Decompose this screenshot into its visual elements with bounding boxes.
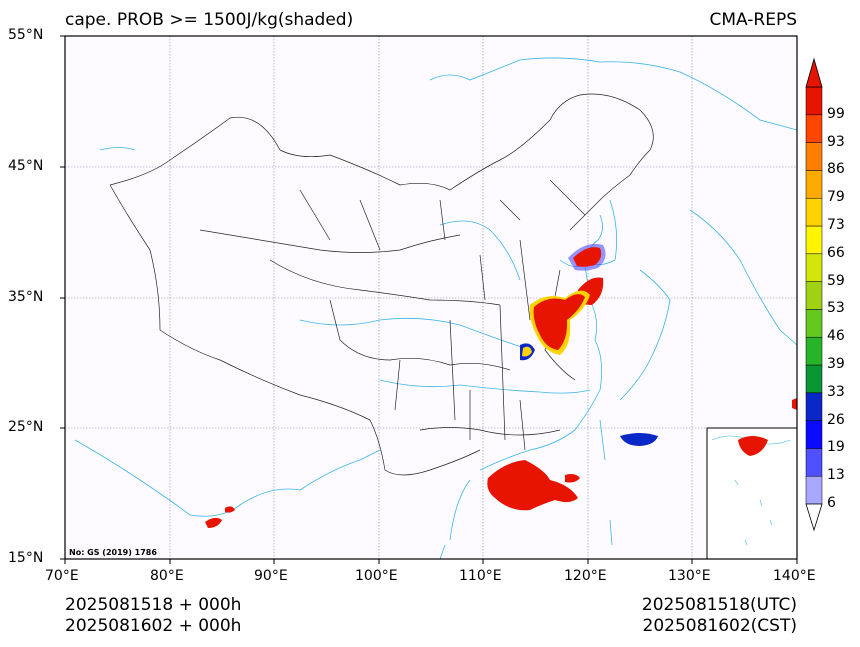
lon-tick-90: 90°E (254, 568, 288, 584)
utc-time-line: 2025081518(UTC) (641, 595, 797, 615)
footer-right: 2025081518(UTC) 2025081602(CST) (642, 595, 797, 637)
colorbar (805, 57, 823, 532)
colorbar-segment (805, 336, 823, 366)
colorbar-segment (805, 253, 823, 282)
colorbar-segment (805, 170, 823, 199)
coastlines (74, 57, 798, 560)
colorbar-label: 13 (827, 467, 845, 484)
colorbar-label: 39 (827, 356, 845, 372)
lon-tick-70: 70°E (45, 568, 79, 584)
lon-tick-80: 80°E (150, 568, 184, 584)
lon-tick-140: 140°E (773, 568, 816, 584)
colorbar-segment (805, 86, 823, 116)
prob-shading (205, 243, 797, 528)
colorbar-segment (805, 475, 823, 505)
colorbar-segment (805, 420, 823, 449)
colorbar-label: 99 (827, 105, 845, 122)
colorbar-segment (805, 364, 823, 394)
init-time-line: 2025081518 + 000h (65, 595, 242, 615)
colorbar-label: 79 (827, 189, 845, 206)
lon-tick-130: 130°E (668, 568, 711, 584)
valid-time-line: 2025081602 + 000h (65, 616, 242, 636)
colorbar-segment (805, 281, 823, 310)
colorbar-segment (805, 114, 823, 143)
model-name: CMA-REPS (709, 10, 797, 30)
lon-tick-120: 120°E (564, 568, 607, 584)
colorbar-label: 19 (827, 439, 845, 456)
lat-tick-35: 35°N (8, 289, 44, 305)
cst-time-line: 2025081602(CST) (642, 616, 797, 636)
colorbar-segment (805, 392, 823, 421)
colorbar-label: 93 (827, 133, 845, 150)
colorbar-label: 53 (827, 300, 845, 317)
lat-tick-15: 15°N (8, 550, 44, 566)
map-title: cape. PROB >= 1500J/kg(shaded) (65, 10, 354, 30)
gridlines (65, 36, 797, 559)
lat-tick-45: 45°N (8, 158, 44, 174)
lon-tick-100: 100°E (355, 568, 398, 584)
colorbar-label: 73 (827, 217, 845, 233)
lon-tick-110: 110°E (459, 568, 502, 584)
colorbar-min-arrow (805, 503, 823, 532)
colorbar-max-arrow (805, 57, 823, 88)
lat-tick-25: 25°N (8, 419, 44, 435)
map-number-label: No: GS (2019) 1786 (69, 548, 157, 557)
lat-tick-55: 55°N (8, 27, 44, 43)
colorbar-label: 66 (827, 244, 845, 261)
footer-left: 2025081518 + 000h 2025081602 + 000h (65, 595, 241, 637)
colorbar-segment (805, 448, 823, 477)
colorbar-label: 59 (827, 272, 845, 289)
colorbar-label: 26 (827, 411, 845, 428)
borders (109, 93, 654, 476)
colorbar-label: 46 (827, 328, 845, 345)
colorbar-label: 33 (827, 383, 845, 400)
colorbar-segment (805, 309, 823, 338)
colorbar-segment (805, 225, 823, 255)
colorbar-segment (805, 197, 823, 227)
colorbar-label: 6 (827, 495, 836, 511)
colorbar-segment (805, 142, 823, 171)
colorbar-label: 86 (827, 161, 845, 178)
